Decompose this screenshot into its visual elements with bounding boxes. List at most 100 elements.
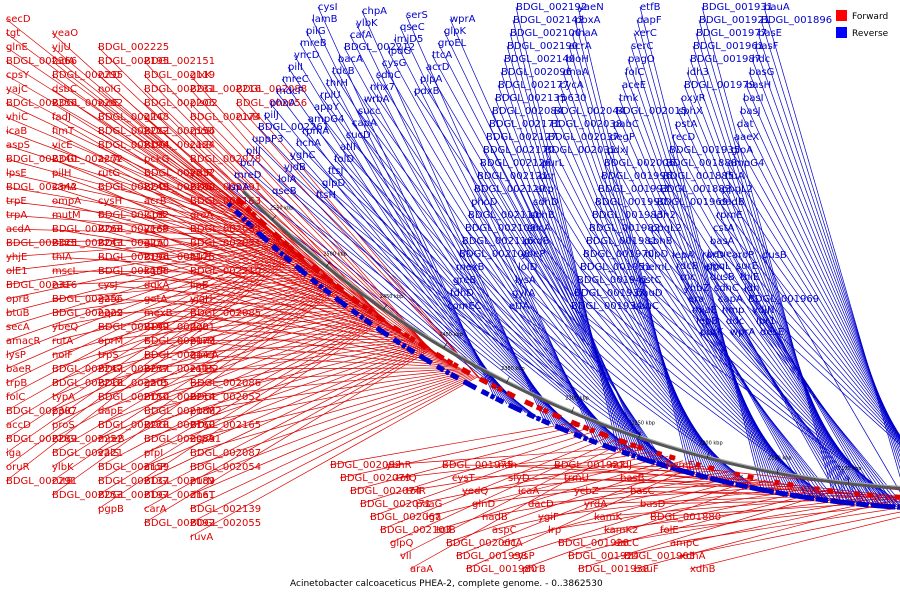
gene-label: ylbK	[356, 18, 378, 29]
gene-link-line	[51, 273, 322, 286]
gene-label: efp	[704, 262, 720, 273]
gene-link-line	[5, 88, 265, 225]
forward-gene	[601, 431, 609, 439]
gene-label: BDGL_002205	[98, 378, 169, 389]
gene-label: purL	[542, 158, 565, 169]
gene-link-line	[405, 451, 654, 492]
gene-link-line	[5, 228, 277, 236]
gene-label: rutG	[98, 168, 120, 179]
gene-label: mreB	[300, 38, 327, 49]
gene-link-line	[677, 110, 860, 505]
forward-gene	[734, 471, 741, 478]
reverse-gene	[418, 353, 425, 360]
gene-link-line	[509, 32, 624, 453]
gene-link-line	[5, 243, 286, 342]
gene-label: lepA	[672, 250, 694, 261]
gene-link-line	[97, 228, 359, 303]
gene-label: thiE	[740, 272, 759, 283]
gene-link-line	[630, 45, 771, 492]
gene-label: desE	[760, 327, 784, 338]
gene-label: BDGL_001977	[696, 28, 767, 39]
forward-gene	[244, 205, 253, 214]
gene-label: BDGL_002256	[52, 294, 123, 305]
gene-link-line	[143, 312, 410, 338]
gene-label: BDGL_002074	[350, 486, 421, 497]
gene-label: dgkA	[144, 280, 169, 291]
gene-link-line	[461, 470, 721, 492]
gene-label: lpsE	[6, 168, 27, 179]
gene-label: BDGL_002052	[190, 392, 261, 403]
reverse-gene	[742, 483, 749, 490]
backbone-arc-inner	[244, 189, 900, 487]
gene-label: BDGL_002001	[446, 538, 517, 549]
gene-label: BDGL_002125	[144, 252, 215, 263]
forward-gene	[237, 198, 246, 207]
gene-link-line	[357, 110, 622, 452]
reverse-gene	[729, 480, 735, 487]
gene-link-line	[5, 116, 267, 228]
gene-label: acrA	[569, 41, 592, 52]
gene-link-line	[97, 317, 381, 468]
gene-link-line	[143, 345, 424, 454]
gene-label: gatB	[144, 378, 167, 389]
gene-label: BDGL_002085	[190, 308, 261, 319]
gene-label: succ	[358, 106, 381, 117]
gene-label: tmk	[619, 93, 639, 104]
gene-link-line	[143, 60, 386, 322]
gene-label: yghC	[290, 150, 316, 161]
gene-link-line	[315, 194, 644, 460]
gene-label: phoD	[471, 197, 498, 208]
gene-link-line	[621, 84, 780, 494]
gene-label: cpsY	[6, 70, 30, 81]
forward-gene	[287, 244, 295, 253]
scale-label: 2200 kbp	[699, 440, 723, 446]
gene-label: iga	[426, 512, 441, 523]
gene-link-line	[583, 494, 866, 505]
gene-link-line	[458, 253, 675, 469]
gene-label: cysH	[98, 196, 122, 207]
gene-label: dnaA	[563, 67, 589, 78]
gene-link-line	[537, 486, 804, 518]
gene-label: folC	[625, 67, 644, 78]
forward-gene	[419, 342, 428, 351]
gene-label: BDGL_002257	[98, 364, 169, 375]
gene-label: BDGL_002037	[548, 132, 619, 143]
gene-label: BDGL_001927	[554, 460, 625, 471]
gene-label: BDGL_001921	[699, 15, 770, 26]
gene-link-line	[635, 292, 900, 506]
gene-link-line	[189, 367, 461, 370]
gene-label: BDGL_002079	[340, 473, 411, 484]
gene-link-line	[97, 102, 347, 294]
gene-label: cysI	[318, 2, 338, 13]
gene-link-line	[189, 270, 451, 363]
gene-link-line	[5, 144, 270, 230]
scale-label: 2250 kbp	[631, 420, 655, 426]
forward-gene	[249, 210, 258, 218]
gene-link-line	[721, 188, 900, 437]
gene-label: BDGL_002250	[98, 238, 169, 249]
gene-label: pbxA	[575, 15, 601, 26]
gene-label: pilJ	[246, 146, 261, 157]
reverse-gene	[317, 283, 325, 290]
gene-label: BDGL_001896	[761, 15, 832, 26]
gene-label: BDGL_001969	[657, 197, 728, 208]
gene-label: yhjE	[6, 252, 27, 263]
gene-label: glnE	[6, 42, 28, 53]
scale-tick	[707, 452, 710, 458]
gene-label: typA	[52, 392, 75, 403]
gene-link-line	[464, 227, 669, 467]
gene-link-line	[257, 126, 526, 414]
gene-label: nhx7	[370, 82, 395, 93]
reverse-gene	[240, 216, 248, 223]
gene-label: htrB	[190, 252, 211, 263]
gene-label: BDGL_002289	[6, 434, 77, 445]
gene-label: rpmE	[716, 210, 743, 221]
gene-label: wrbA	[364, 94, 390, 105]
gene-link-line	[51, 172, 312, 267]
gene-label: acdA	[6, 224, 31, 235]
forward-gene	[481, 377, 489, 386]
reverse-gene	[301, 270, 309, 277]
gene-link-line	[547, 487, 812, 531]
gene-link-line	[576, 279, 826, 501]
gene-label: glpQ	[390, 538, 413, 549]
